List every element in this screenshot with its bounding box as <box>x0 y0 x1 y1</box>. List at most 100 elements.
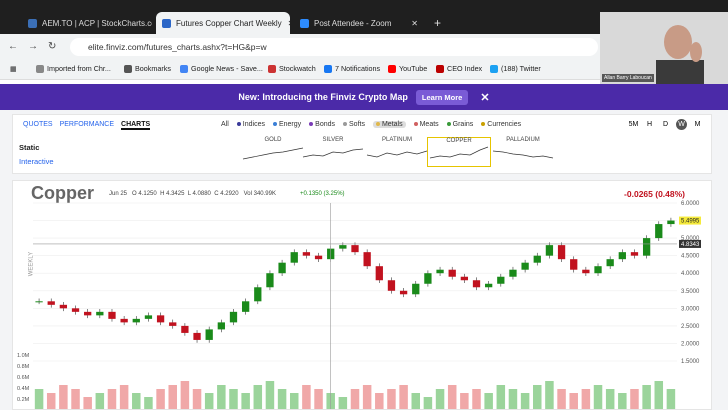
volume-bar <box>253 385 263 409</box>
candle-body <box>156 315 165 323</box>
volume-bar <box>34 389 44 409</box>
tab-performance[interactable]: PERFORMANCE <box>59 121 115 128</box>
tab-copper-chart[interactable]: Futures Copper Chart Weekly ✕ <box>156 12 290 34</box>
volume-bar <box>642 385 651 409</box>
timeframe-5m[interactable]: 5M <box>628 121 639 128</box>
candle-body <box>399 290 408 295</box>
timeframe-d[interactable]: D <box>662 121 669 128</box>
presenter-video <box>600 12 728 84</box>
volume-bar <box>375 393 384 409</box>
y-tick-label: 3.0000 <box>681 306 700 312</box>
candle-body <box>667 220 675 225</box>
candle-body <box>460 276 469 281</box>
volume-bar <box>132 393 141 409</box>
url-text: elite.finviz.com/futures_charts.ashx?t=H… <box>88 42 267 52</box>
new-tab-button[interactable]: + <box>434 16 442 30</box>
candle-body <box>424 273 432 284</box>
mini-chart-platinum[interactable]: PLATINUM <box>365 137 429 167</box>
volume-bar <box>217 385 226 409</box>
bookmark-item[interactable]: YouTube <box>388 64 427 73</box>
candle-body <box>436 269 444 274</box>
category-label: Grains <box>452 121 474 128</box>
bookmark-label: CEO Index <box>447 64 483 73</box>
bookmark-label: Imported from Chr... <box>47 64 111 73</box>
y-tick-label: 1.5000 <box>681 359 700 365</box>
volume-bar <box>399 385 408 409</box>
category-currencies[interactable]: Currencies <box>481 121 521 128</box>
address-bar-row: ← → ↻ elite.finviz.com/futures_charts.as… <box>0 34 600 60</box>
volume-bar <box>119 385 129 409</box>
volume-bar <box>605 389 615 409</box>
close-icon[interactable]: ✕ <box>411 18 418 28</box>
forward-icon[interactable]: → <box>28 41 38 52</box>
mini-title: GOLD <box>264 137 282 143</box>
volume-bar <box>241 393 250 409</box>
volume-bar <box>557 389 566 409</box>
volume-bar <box>423 397 433 409</box>
bookmark-item[interactable]: Stockwatch <box>268 64 316 73</box>
interactive-link[interactable]: Interactive <box>19 157 54 166</box>
bookmark-item[interactable]: Google News - Save... <box>180 64 263 73</box>
category-meats[interactable]: Meats <box>413 121 439 128</box>
category-grains[interactable]: Grains <box>446 121 474 128</box>
learn-more-button[interactable]: Learn More <box>415 89 469 105</box>
close-icon[interactable]: ✕ <box>480 91 490 104</box>
volume-bar <box>180 381 190 409</box>
candle-body <box>412 283 420 295</box>
candle-body <box>254 287 262 302</box>
mini-chart-silver[interactable]: SILVER <box>301 137 365 167</box>
candle-body <box>642 238 651 256</box>
tab-charts[interactable]: CHARTS <box>121 121 151 130</box>
volume-bar <box>387 389 396 409</box>
mini-sparkline <box>242 147 304 160</box>
volume-bar <box>338 397 348 409</box>
promo-banner: New: Introducing the Finviz Crypto Map L… <box>0 84 728 110</box>
mini-sparkline <box>429 146 489 159</box>
bookmark-item[interactable]: (188) Twitter <box>490 64 541 73</box>
mini-chart-gold[interactable]: GOLD <box>241 137 305 167</box>
apps-icon[interactable]: ▦ <box>10 64 17 73</box>
tab-stockcharts[interactable]: AEM.TO | ACP | StockCharts.com ✕ <box>22 12 152 34</box>
tab-zoom[interactable]: Post Attendee - Zoom ✕ <box>294 12 424 34</box>
volume-bar <box>265 381 275 409</box>
candle-body <box>35 301 43 303</box>
category-energy[interactable]: Energy <box>272 121 301 128</box>
category-metals[interactable]: Metals <box>372 121 406 128</box>
category-bonds[interactable]: Bonds <box>309 121 335 128</box>
timeframe-m[interactable]: M <box>694 121 701 128</box>
bookmark-item[interactable]: Bookmarks <box>124 64 171 73</box>
category-all[interactable]: All <box>221 121 229 128</box>
price-chart[interactable]: Copper Jun 25 O 4.1250 H 4.3425 L 4.0880… <box>12 180 712 410</box>
volume-bar <box>460 393 469 409</box>
candle-body <box>229 311 238 323</box>
static-label[interactable]: Static <box>19 143 40 152</box>
volume-bar <box>654 381 664 409</box>
reload-icon[interactable]: ↻ <box>48 41 57 52</box>
candle-body <box>59 304 68 309</box>
volume-bar <box>618 393 627 409</box>
mini-sparkline <box>366 150 428 158</box>
category-label: Indices <box>242 121 265 128</box>
bookmark-item[interactable]: Imported from Chr... <box>36 64 111 73</box>
tab-quotes[interactable]: QUOTES <box>23 121 53 128</box>
url-field[interactable]: elite.finviz.com/futures_charts.ashx?t=H… <box>70 38 598 56</box>
candle-body <box>485 283 493 288</box>
candle-body <box>205 329 213 340</box>
chart-canvas: 6.00005.50005.00004.50004.00003.50003.00… <box>17 201 701 409</box>
candle-body <box>71 308 80 312</box>
mini-chart-copper[interactable]: COPPER <box>427 137 491 167</box>
back-icon[interactable]: ← <box>8 41 18 52</box>
timeframe-h[interactable]: H <box>646 121 653 128</box>
mini-sparkline <box>492 150 554 159</box>
mini-chart-palladium[interactable]: PALLADIUM <box>491 137 555 167</box>
bookmark-item[interactable]: CEO Index <box>436 64 482 73</box>
bookmark-label: Stockwatch <box>279 64 316 73</box>
candle-body <box>655 224 663 239</box>
close-icon[interactable]: ✕ <box>282 19 290 28</box>
category-softs[interactable]: Softs <box>343 121 365 128</box>
bookmark-item[interactable]: 7 Notifications <box>324 64 380 73</box>
y-tick-label: 3.5000 <box>681 289 700 295</box>
timeframe-w[interactable]: W <box>676 119 687 130</box>
bookmark-label: 7 Notifications <box>335 64 381 73</box>
category-indices[interactable]: Indices <box>236 121 265 128</box>
